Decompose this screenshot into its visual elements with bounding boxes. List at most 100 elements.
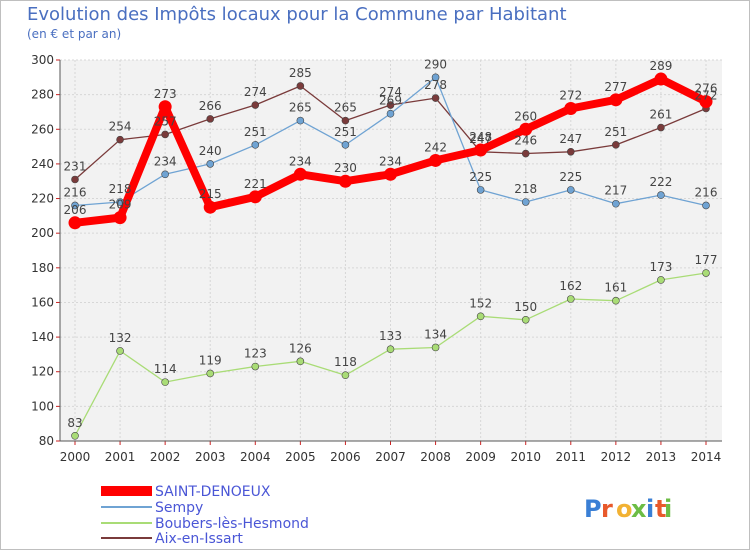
data-point <box>296 357 305 366</box>
data-label: 209 <box>109 198 132 212</box>
y-tick-label: 120 <box>31 365 54 379</box>
data-label: 216 <box>695 185 718 199</box>
data-label: 126 <box>289 341 312 355</box>
series-points <box>68 72 713 440</box>
data-point <box>699 95 713 109</box>
x-tick-label: 2009 <box>465 450 496 464</box>
axes: 80 100 120 140 160 180 200 220 240 260 280 300 2000 2… <box>31 53 722 464</box>
data-label: 246 <box>514 134 537 148</box>
data-label: 274 <box>379 85 402 99</box>
data-point <box>429 153 443 167</box>
data-point <box>612 296 620 305</box>
data-label: 248 <box>469 130 492 144</box>
data-point <box>431 73 440 82</box>
data-label: 289 <box>649 59 672 73</box>
data-labels: 231 254 257 266 274 285 265 274 278 247 246 247 251 2… <box>64 57 718 429</box>
data-point <box>519 122 533 136</box>
data-label: 114 <box>154 362 177 376</box>
y-tick-label: 180 <box>31 261 54 275</box>
data-point <box>566 147 575 156</box>
legend-label: Sempy <box>155 500 203 516</box>
data-point <box>71 432 79 440</box>
data-point <box>161 170 169 179</box>
data-label: 231 <box>64 159 87 173</box>
data-point <box>161 378 169 386</box>
data-label: 234 <box>379 154 402 168</box>
y-tick-label: 160 <box>31 295 54 309</box>
data-label: 260 <box>514 109 537 123</box>
data-point <box>384 167 397 181</box>
data-label: 222 <box>649 175 672 189</box>
data-label: 247 <box>469 132 492 146</box>
data-point <box>293 167 307 181</box>
data-label: 216 <box>64 185 87 199</box>
y-tick-label: 240 <box>31 157 54 171</box>
data-label: 290 <box>424 57 447 71</box>
x-tick-label: 2004 <box>240 450 271 464</box>
data-point <box>251 362 260 371</box>
data-label: 177 <box>695 253 718 267</box>
x-tick-label: 2000 <box>60 450 91 464</box>
data-point <box>341 371 350 379</box>
data-label: 257 <box>154 114 177 128</box>
data-label: 134 <box>424 327 447 341</box>
data-point <box>206 115 215 123</box>
data-point <box>657 191 665 199</box>
brand-letter: o <box>616 495 633 523</box>
x-tick-label: 2007 <box>375 450 406 464</box>
x-tick-label: 2005 <box>285 450 316 464</box>
data-point <box>341 116 350 125</box>
x-tick-label: 2013 <box>646 450 677 464</box>
y-tick-label: 80 <box>39 434 54 448</box>
brand-letter: i <box>646 495 654 523</box>
x-tick-label: 2010 <box>510 450 541 464</box>
brand-letter: t <box>655 495 666 523</box>
brand-letter: x <box>631 495 647 523</box>
data-label: 265 <box>334 101 357 115</box>
data-point <box>702 201 710 210</box>
data-label: 273 <box>154 87 177 101</box>
data-label: 272 <box>695 88 718 102</box>
data-label: 254 <box>109 120 132 134</box>
x-tick-label: 2003 <box>195 450 226 464</box>
data-label: 225 <box>559 170 582 184</box>
data-point <box>113 211 127 225</box>
data-point <box>71 175 79 184</box>
data-label: 218 <box>109 182 132 196</box>
legend-label: SAINT-DENOEUX <box>155 484 271 500</box>
data-label: 221 <box>244 177 267 191</box>
data-label: 132 <box>109 331 132 345</box>
data-point <box>521 315 530 324</box>
data-label: 234 <box>289 154 312 168</box>
data-point <box>476 312 485 321</box>
data-point <box>161 130 169 139</box>
data-point <box>702 269 710 277</box>
data-point <box>609 93 623 107</box>
data-point <box>386 101 395 109</box>
data-point <box>71 201 79 210</box>
data-point <box>203 200 217 214</box>
data-label: 152 <box>469 296 492 310</box>
data-point <box>251 101 260 109</box>
y-tick-label: 200 <box>31 226 54 240</box>
data-point <box>612 141 620 149</box>
x-tick-label: 2001 <box>105 450 136 464</box>
data-label: 173 <box>649 260 672 274</box>
data-point <box>386 345 395 354</box>
data-point <box>116 198 124 206</box>
legend: SAINT-DENOEUXSempyBoubers-lès-HesmondAix… <box>101 484 309 547</box>
brand-letter: P <box>584 495 602 523</box>
data-point <box>386 109 395 118</box>
data-point <box>654 72 668 86</box>
data-point <box>296 116 305 125</box>
data-point <box>338 174 352 188</box>
data-label: 150 <box>514 300 537 314</box>
chart-subtitle: (en € et par an) <box>27 27 122 41</box>
y-tick-label: 100 <box>31 399 54 413</box>
data-point <box>296 82 305 90</box>
data-point <box>657 123 665 132</box>
data-point <box>68 216 82 230</box>
data-point <box>431 343 440 352</box>
data-label: 285 <box>289 66 312 80</box>
